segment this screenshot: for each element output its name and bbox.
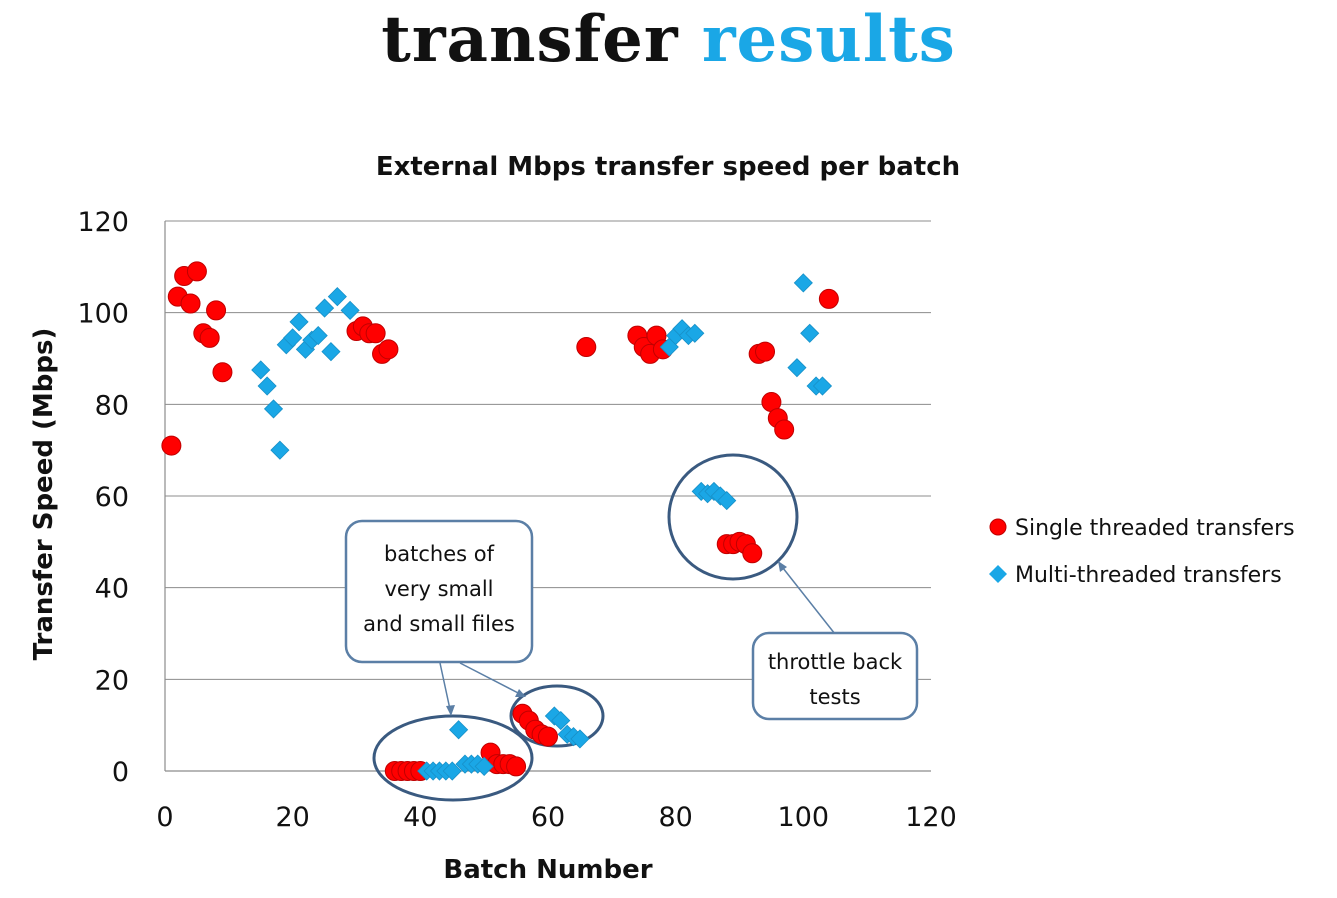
callout-text-small-files: batches of very small and small files [363, 542, 515, 636]
legend-marker-multi [989, 565, 1007, 583]
x-tick-labels: 0 20 40 60 80 100 120 [156, 802, 956, 833]
callout-arrowhead-1 [446, 705, 455, 716]
x-tick-label: 80 [658, 802, 692, 833]
y-tick-label: 120 [77, 207, 129, 238]
point-multi-threaded [449, 720, 469, 740]
callout-line: and small files [363, 612, 515, 636]
legend-label-multi: Multi-threaded transfers [1015, 563, 1282, 588]
point-single-threaded [206, 300, 227, 321]
point-multi-threaded [685, 323, 705, 343]
point-multi-threaded [800, 323, 820, 343]
point-multi-threaded [474, 756, 494, 776]
point-single-threaded [161, 435, 182, 456]
y-tick-labels: 0 20 40 60 80 100 120 [77, 207, 129, 788]
x-axis-title: Batch Number [443, 855, 652, 885]
point-multi-threaded [327, 287, 347, 307]
callout-line: throttle back [768, 650, 903, 674]
point-multi-threaded [793, 273, 813, 293]
annotation-circle-small-files-1 [372, 714, 534, 802]
callout-arrowhead-2 [515, 689, 526, 697]
x-tick-label: 40 [403, 802, 437, 833]
slide-title-word-2: results [701, 2, 956, 77]
annotation-circles [372, 453, 799, 802]
point-multi-threaded [289, 312, 309, 332]
point-multi-threaded [251, 360, 271, 380]
point-multi-threaded [717, 491, 737, 511]
point-multi-threaded [283, 328, 303, 348]
callout-line: batches of [384, 542, 495, 566]
axes [164, 221, 931, 772]
callout-box-throttle [751, 631, 919, 721]
callout-line: very small [384, 577, 493, 601]
annotation-callouts: batches of very small and small files thro… [344, 519, 919, 721]
legend-marker-single [989, 518, 1007, 536]
point-single-threaded [774, 419, 795, 440]
x-tick-label: 0 [156, 802, 173, 833]
point-single-threaded [365, 323, 386, 344]
callout-text-throttle: throttle back tests [768, 650, 903, 709]
annotation-circle-small-files-2 [509, 684, 605, 748]
legend: Single threaded transfers Multi-threaded… [989, 516, 1295, 588]
point-single-threaded [212, 362, 233, 383]
chart-title: External Mbps transfer speed per batch [376, 152, 960, 182]
grid-lines [165, 220, 931, 680]
point-single-threaded [199, 327, 220, 348]
legend-label-single: Single threaded transfers [1015, 516, 1295, 541]
y-tick-label: 80 [95, 390, 129, 421]
x-tick-label: 100 [778, 802, 830, 833]
annotation-circle-throttle [667, 453, 799, 581]
point-multi-threaded [340, 300, 360, 320]
slide-title-word-1: transfer [381, 2, 679, 77]
point-multi-threaded [442, 761, 462, 781]
point-single-threaded [378, 339, 399, 360]
callout-box-small-files [344, 519, 534, 664]
point-multi-threaded [315, 298, 335, 318]
point-multi-threaded [308, 326, 328, 346]
y-tick-label: 100 [77, 299, 129, 330]
point-multi-threaded [257, 376, 277, 396]
y-tick-label: 20 [95, 665, 129, 696]
y-tick-label: 60 [95, 482, 129, 513]
x-tick-label: 20 [275, 802, 309, 833]
y-tick-label: 40 [95, 574, 129, 605]
point-multi-threaded [263, 399, 284, 419]
callout-arrow-1 [439, 662, 452, 715]
callout-line: tests [809, 685, 860, 709]
y-axis-title: Transfer Speed (Mbps) [29, 328, 59, 661]
point-multi-threaded [321, 342, 341, 362]
slide-title: transfer results [0, 0, 1337, 80]
point-multi-threaded [812, 376, 833, 396]
x-tick-label: 60 [531, 802, 565, 833]
point-single-threaded [506, 756, 527, 777]
point-multi-threaded [270, 440, 290, 460]
callout-arrowhead-3 [778, 561, 787, 572]
point-single-threaded [180, 293, 201, 314]
y-tick-label: 0 [112, 757, 129, 788]
point-single-threaded [755, 341, 776, 362]
point-single-threaded [186, 261, 207, 282]
callout-arrow-3 [778, 562, 836, 635]
callout-arrow-2 [459, 662, 525, 697]
x-tick-label: 120 [905, 802, 957, 833]
point-multi-threaded [570, 729, 590, 749]
point-single-threaded [742, 543, 763, 564]
point-multi-threaded [551, 711, 571, 731]
point-single-threaded [538, 726, 558, 747]
data-points [161, 261, 839, 781]
point-multi-threaded [787, 358, 807, 378]
point-single-threaded [818, 288, 839, 309]
point-single-threaded [576, 337, 597, 358]
